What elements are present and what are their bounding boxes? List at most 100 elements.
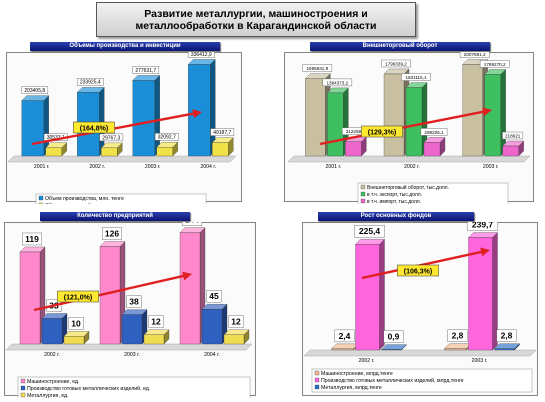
- bar: [188, 64, 211, 157]
- legend-swatch: [314, 377, 320, 383]
- x-tick-label: 2001 г.: [325, 164, 341, 170]
- legend-swatch: [20, 392, 26, 398]
- x-tick-label: 2003 г.: [124, 352, 140, 358]
- data-label-box: [228, 315, 244, 328]
- bar: [345, 141, 362, 157]
- bar-top: [444, 343, 472, 349]
- growth-arrow-head: [480, 247, 490, 257]
- data-label: 1696631,9: [306, 66, 328, 71]
- data-label-box: [420, 128, 448, 136]
- bar: [468, 237, 493, 351]
- growth-annotation: (121,0%): [64, 295, 92, 302]
- data-label-box: [459, 52, 490, 58]
- chart-floor: [287, 155, 531, 163]
- bar: [19, 251, 41, 345]
- data-label: 2007891,2: [464, 52, 486, 57]
- data-label: 218621: [505, 133, 521, 138]
- legend-box: [35, 193, 207, 204]
- page-title-box: Развитие металлургии, машиностроения и м…: [96, 2, 416, 37]
- x-tick-label: 2004 г.: [204, 352, 220, 358]
- data-label: 336412,9: [191, 52, 212, 58]
- data-label-box: [148, 315, 164, 328]
- data-label: 38: [129, 297, 139, 307]
- legend-entry: Внешнеторговый оборот, тыс.долл.: [367, 184, 449, 191]
- data-label: 32092,7: [158, 135, 176, 141]
- bar-top: [355, 239, 385, 245]
- chart-floor: [7, 155, 237, 163]
- data-label-box: [502, 131, 524, 140]
- data-label-box: [181, 222, 202, 226]
- legend-box: [311, 368, 533, 393]
- legend-box: [357, 182, 509, 204]
- growth-annotation-box: [397, 264, 439, 277]
- x-tick-label: 2003 г.: [472, 358, 488, 364]
- growth-annotation: (129,3%): [368, 130, 396, 137]
- data-label: 126: [105, 229, 119, 239]
- legend-entry: Машиностроение, млрд.тенге: [321, 371, 393, 377]
- data-label-box: [99, 133, 124, 142]
- chart-frame: [302, 222, 538, 396]
- bar: [462, 64, 483, 157]
- legend-swatch: [360, 198, 366, 204]
- chart2-title: Внешнеторговый оборот: [310, 42, 490, 51]
- data-label: 10: [71, 318, 81, 328]
- bar-top: [187, 59, 216, 65]
- chart-floor: [303, 349, 537, 357]
- data-label: 233925,4: [80, 80, 101, 86]
- bar-side: [500, 69, 506, 157]
- data-label-box: [101, 227, 122, 240]
- growth-annotation: (106,3%): [404, 269, 432, 276]
- growth-annotation: (164,8%): [80, 126, 108, 133]
- growth-annotation-box: [73, 121, 115, 134]
- growth-annotation-box: [57, 290, 99, 303]
- legend-entry: в т.ч. экспорт, тыс.долл.: [367, 192, 422, 198]
- legend-box: [17, 376, 251, 398]
- x-tick-label: 2002 г.: [404, 164, 420, 170]
- legend-entry: Машиностроение, ед.: [27, 379, 79, 385]
- data-label: 2,8: [501, 331, 513, 341]
- chart3-title: Количество предприятий: [40, 212, 190, 221]
- chart1-title: Объемы производства и инвестиции: [30, 42, 220, 51]
- data-label-box: [322, 78, 353, 87]
- x-tick-label: 2003 г.: [145, 164, 161, 170]
- legend-entry: Объем производства, млн. тенге: [45, 196, 124, 202]
- bar: [21, 100, 44, 157]
- legend-swatch: [314, 384, 320, 390]
- bar: [121, 314, 143, 345]
- data-label: 1384373,2: [326, 80, 348, 85]
- data-label-box: [154, 133, 179, 141]
- data-label: 49187,7: [213, 130, 231, 136]
- bar-top: [132, 75, 161, 81]
- data-label-box: [22, 232, 43, 246]
- growth-arrow: [319, 109, 487, 146]
- bar-top: [468, 232, 498, 238]
- legend-swatch: [20, 378, 26, 384]
- legend-entry: Производство готовых металлических издел…: [27, 385, 150, 392]
- data-label-box: [126, 295, 142, 308]
- bar-top: [21, 95, 50, 101]
- data-label-box: [68, 317, 84, 330]
- data-label-box: [206, 289, 222, 303]
- legend-swatch: [20, 385, 26, 391]
- chart-production-investment: 203405,8 30533,1 2001 г. 233925,4 29767,3 200…: [6, 52, 242, 204]
- x-tick-label: 2001 г.: [34, 164, 50, 170]
- chart4-title: Рост основных фондов: [318, 212, 474, 221]
- growth-arrow-head: [192, 109, 202, 119]
- bar: [223, 334, 245, 345]
- bar: [143, 334, 165, 345]
- legend-entry: Металлургия, ед.: [27, 393, 69, 398]
- data-label: 1789270,2: [484, 62, 506, 67]
- data-label: 30533,1: [47, 135, 65, 141]
- bar: [41, 318, 63, 345]
- bar: [132, 80, 155, 157]
- data-label: 312258,7: [346, 129, 366, 134]
- growth-arrow: [361, 250, 485, 280]
- data-label-box: [381, 59, 411, 68]
- data-label: 144: [185, 222, 199, 225]
- bar: [101, 147, 118, 157]
- data-label: 239,7: [472, 222, 494, 230]
- data-label-box: [354, 225, 385, 238]
- data-label: 119: [25, 234, 39, 244]
- legend-entry: в т.ч. импорт, тыс.долл.: [367, 199, 421, 204]
